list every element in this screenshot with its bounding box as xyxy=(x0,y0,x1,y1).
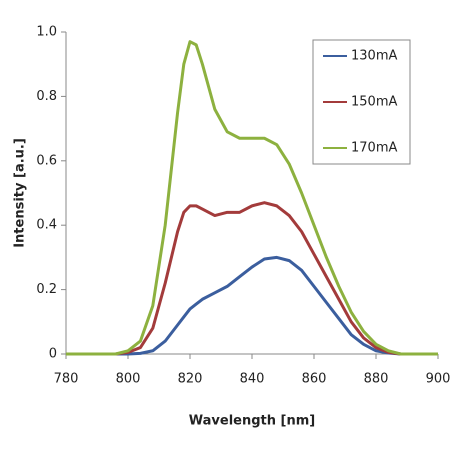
y-axis-label: Intensity [a.u.] xyxy=(13,138,28,248)
legend-label: 170mA xyxy=(351,141,397,156)
x-axis-label: Wavelength [nm] xyxy=(189,414,315,429)
series-line xyxy=(66,255,438,356)
series-line xyxy=(66,201,438,356)
series-line xyxy=(66,40,438,356)
x-tick-label: 900 xyxy=(426,372,451,387)
y-tick-label: 0.4 xyxy=(36,218,57,233)
y-tick-label: 0.8 xyxy=(36,89,57,104)
x-tick-label: 880 xyxy=(364,372,389,387)
legend-label: 150mA xyxy=(351,95,397,110)
x-tick-label: 860 xyxy=(302,372,327,387)
y-tick-label: 0.6 xyxy=(36,153,57,168)
y-tick-label: 0.2 xyxy=(36,282,57,297)
x-tick-label: 840 xyxy=(240,372,265,387)
y-tick-label: 0 xyxy=(49,347,57,362)
x-tick-label: 780 xyxy=(54,372,79,387)
y-tick-label: 1.0 xyxy=(36,25,57,40)
legend-label: 130mA xyxy=(351,49,397,64)
x-tick-label: 820 xyxy=(178,372,203,387)
x-tick-label: 800 xyxy=(116,372,141,387)
